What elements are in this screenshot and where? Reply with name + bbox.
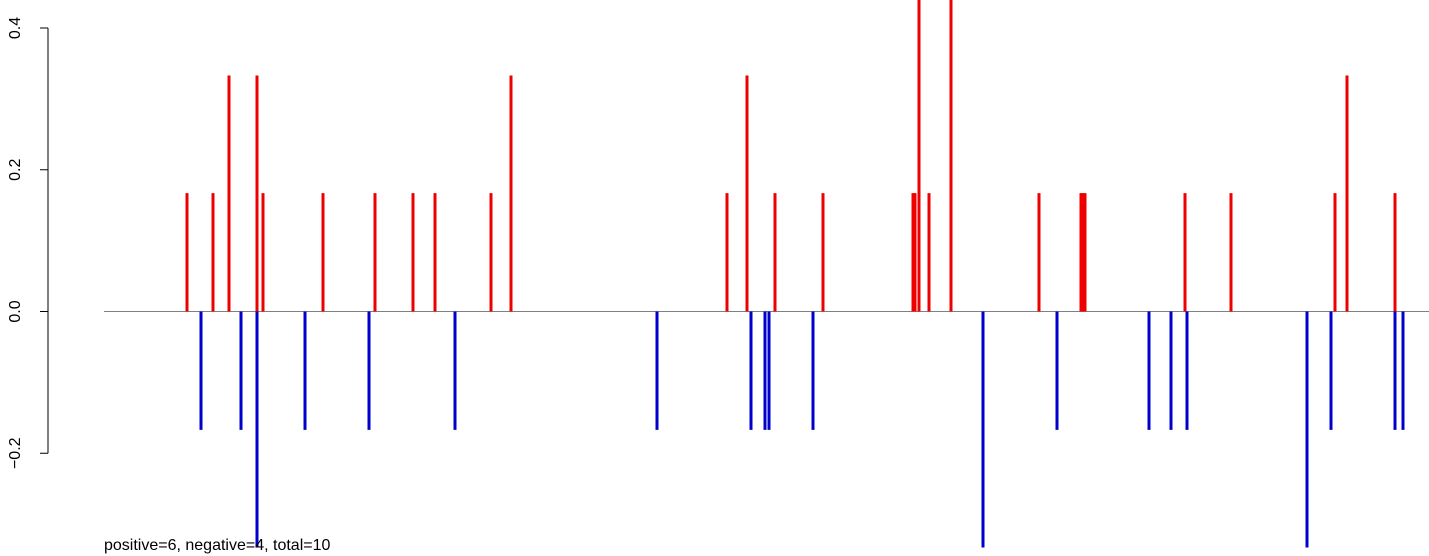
y-axis: −0.2 0.0 0.2 0.4 [7,17,49,469]
y-tick-label: 0.0 [7,300,24,322]
bar-marks [185,0,1405,548]
y-tick-label: 0.4 [7,17,24,39]
chart-caption: positive=6, negative=4, total=10 [104,537,330,554]
y-tick-label: 0.2 [7,159,24,181]
y-tick-label: −0.2 [7,437,24,469]
